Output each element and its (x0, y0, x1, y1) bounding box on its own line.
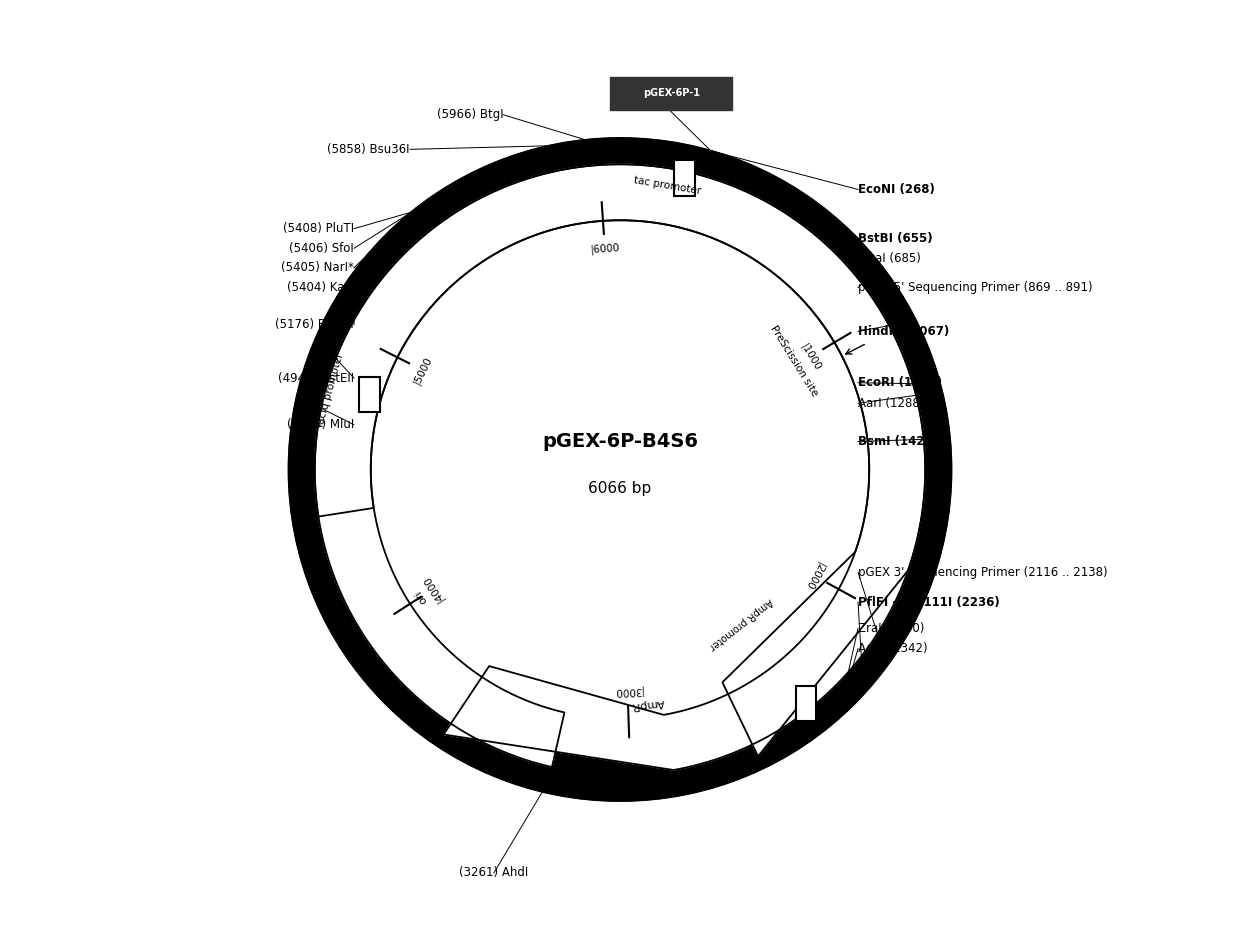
Text: BstBI (655): BstBI (655) (858, 232, 932, 244)
Text: |2000: |2000 (802, 561, 826, 592)
Text: SwaI (685): SwaI (685) (858, 252, 921, 265)
Text: AmpR: AmpR (630, 697, 665, 711)
Text: |1000: |1000 (799, 341, 822, 372)
Polygon shape (315, 164, 925, 767)
Text: lacIq promoter: lacIq promoter (315, 351, 345, 427)
Text: BsmI (1426): BsmI (1426) (858, 435, 939, 448)
Text: (3261) AhdI: (3261) AhdI (459, 867, 528, 879)
Text: HindIII (1067): HindIII (1067) (858, 325, 950, 338)
Text: pGEX 5' Sequencing Primer (869 .. 891): pGEX 5' Sequencing Primer (869 .. 891) (858, 281, 1092, 294)
Text: PflFI - Tth111I (2236): PflFI - Tth111I (2236) (858, 595, 999, 608)
Text: (5408) PluTI: (5408) PluTI (283, 223, 353, 235)
Text: AarI (1288): AarI (1288) (858, 396, 924, 409)
Text: pGEX 3' Sequencing Primer (2116 .. 2138): pGEX 3' Sequencing Primer (2116 .. 2138) (858, 565, 1107, 578)
Text: tac promoter: tac promoter (634, 176, 702, 196)
Text: (5858) Bsu36I: (5858) Bsu36I (327, 143, 410, 156)
Text: (4765) MluI: (4765) MluI (286, 418, 353, 431)
Text: AatII (2342): AatII (2342) (858, 642, 928, 655)
Text: |4000: |4000 (422, 574, 446, 604)
Text: ZraI (2340): ZraI (2340) (858, 622, 924, 635)
FancyBboxPatch shape (360, 377, 379, 412)
FancyBboxPatch shape (610, 76, 733, 110)
Text: pGEX-6P-1: pGEX-6P-1 (642, 88, 699, 99)
Text: (5406) SfoI: (5406) SfoI (289, 241, 353, 254)
FancyBboxPatch shape (796, 685, 816, 721)
Text: (5405) NarI*: (5405) NarI* (281, 261, 353, 274)
Text: pGEX-6P-B4S6: pGEX-6P-B4S6 (542, 432, 698, 451)
Text: EcoRI (1265): EcoRI (1265) (858, 377, 942, 389)
Text: ori: ori (413, 588, 429, 606)
FancyBboxPatch shape (675, 161, 694, 195)
Text: (5176) BssHII: (5176) BssHII (275, 318, 353, 331)
Text: |6000: |6000 (590, 242, 620, 255)
Text: AmpR promoter: AmpR promoter (708, 595, 775, 652)
Polygon shape (315, 164, 925, 770)
Text: (4946) BstEII: (4946) BstEII (278, 372, 353, 385)
Polygon shape (715, 162, 949, 529)
Text: 6066 bp: 6066 bp (588, 481, 652, 496)
Text: (5966) BtgI: (5966) BtgI (436, 108, 503, 121)
Polygon shape (289, 138, 951, 801)
Text: (5404) KasI: (5404) KasI (288, 281, 353, 294)
Text: |3000: |3000 (613, 685, 642, 697)
Text: PreScission site: PreScission site (769, 324, 820, 398)
Polygon shape (308, 141, 949, 798)
Text: EcoNI (268): EcoNI (268) (858, 183, 935, 196)
Text: |5000: |5000 (410, 354, 434, 386)
